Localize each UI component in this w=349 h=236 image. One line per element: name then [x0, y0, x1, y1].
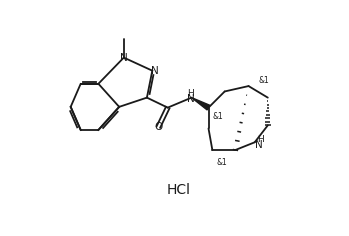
- Text: &1: &1: [216, 158, 227, 168]
- Text: N: N: [120, 53, 128, 63]
- Text: N: N: [255, 139, 262, 150]
- Text: N: N: [151, 66, 158, 76]
- Text: &1: &1: [259, 76, 269, 85]
- Text: H: H: [187, 89, 194, 98]
- Text: HCl: HCl: [166, 183, 191, 197]
- Text: O: O: [154, 122, 163, 132]
- Text: N: N: [187, 94, 195, 104]
- Text: H: H: [257, 135, 263, 144]
- Polygon shape: [192, 98, 210, 110]
- Text: &1: &1: [212, 112, 223, 121]
